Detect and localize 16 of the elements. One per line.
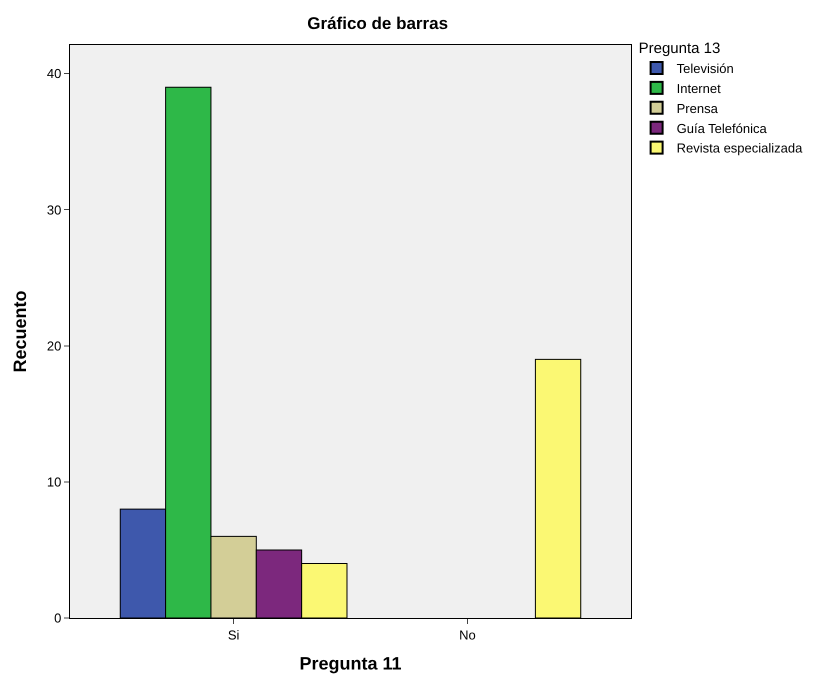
legend-title: Pregunta 13	[638, 40, 720, 58]
y-tick-label: 10	[46, 474, 62, 490]
y-tick-label: 20	[46, 338, 62, 354]
legend-label: Revista especializada	[676, 140, 804, 156]
legend-label: Televisión	[676, 61, 734, 76]
y-tick-label: 30	[46, 202, 62, 218]
legend-label: Prensa	[676, 100, 719, 116]
x-axis-title: Pregunta 11	[299, 654, 402, 674]
legend-label: Internet	[676, 80, 722, 96]
x-tick-label: No	[459, 628, 476, 643]
y-tick-label: 40	[46, 66, 62, 82]
chart-title: Gráfico de barras	[307, 14, 448, 33]
y-tick-label: 0	[54, 610, 62, 626]
legend-label: Guía Telefónica	[676, 120, 768, 136]
x-tick-label: Si	[228, 628, 240, 643]
y-axis-title: Recuento	[10, 290, 30, 373]
